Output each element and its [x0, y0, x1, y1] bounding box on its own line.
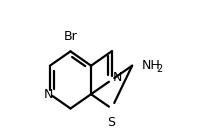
Text: N: N [112, 71, 122, 84]
Text: Br: Br [64, 30, 77, 43]
Text: S: S [108, 116, 116, 129]
Text: NH: NH [141, 59, 160, 72]
Text: 2: 2 [156, 64, 162, 74]
Text: N: N [43, 88, 53, 101]
